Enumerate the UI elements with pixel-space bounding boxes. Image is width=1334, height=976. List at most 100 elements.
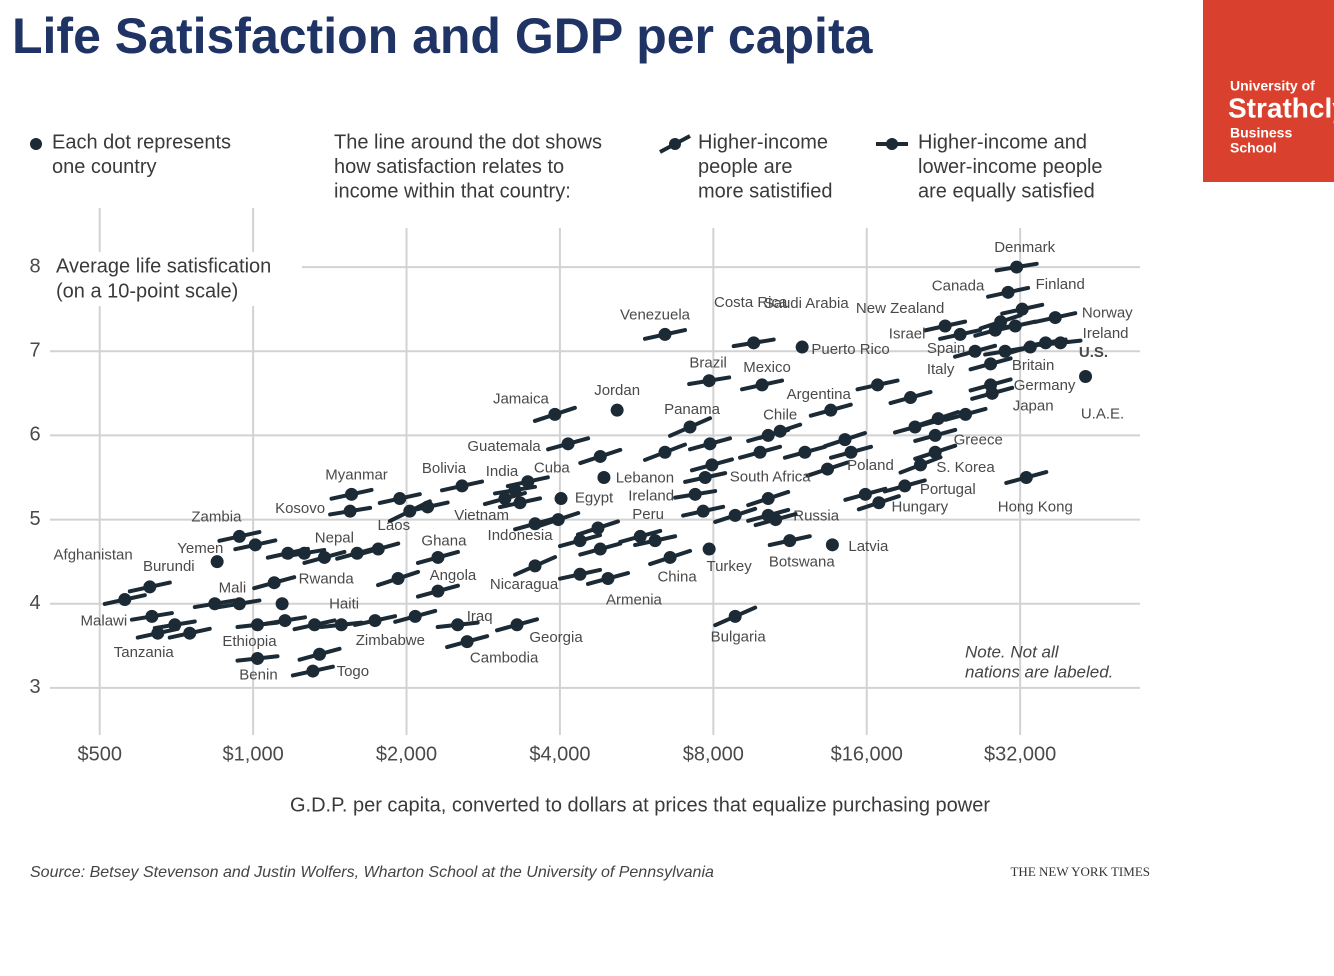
country-label: S. Korea: [936, 459, 995, 476]
logo-text: School: [1230, 140, 1277, 156]
country-dot: [968, 344, 982, 358]
country-dot: [1023, 340, 1037, 354]
country-label: Jordan: [594, 382, 640, 399]
x-tick-label: $16,000: [831, 743, 903, 765]
country-dot: [998, 344, 1012, 358]
country-dot: [783, 534, 797, 548]
country-dot: [278, 614, 292, 628]
country-label: U.S.: [1079, 344, 1108, 361]
country-dot: [232, 529, 246, 543]
country-dot: [168, 618, 182, 632]
country-dot: [914, 458, 928, 472]
country-label: Greece: [954, 431, 1003, 448]
country-dot: [705, 458, 719, 472]
legend-text: more satistified: [698, 180, 833, 202]
country-label: Rwanda: [299, 571, 355, 588]
country-label: South Africa: [730, 469, 812, 486]
country-dot: [455, 479, 469, 493]
country-dot: [551, 513, 565, 527]
x-tick-label: $4,000: [529, 743, 590, 765]
country-label: Malawi: [81, 612, 128, 629]
country-dot: [431, 550, 445, 564]
country-label: Lebanon: [616, 469, 674, 486]
country-dot: [573, 567, 587, 581]
country-dot: [702, 542, 716, 556]
country-dot: [1008, 319, 1022, 333]
legend-backdrop: [28, 128, 1158, 208]
legend-text: Higher-income: [698, 131, 828, 153]
country-dot: [702, 374, 716, 388]
country-label: Costa Rica: [714, 294, 788, 311]
country-dot: [593, 449, 607, 463]
note: Note. Not all: [965, 642, 1060, 661]
legend-text: one country: [52, 156, 157, 178]
country-dot: [421, 500, 435, 514]
country-label: China: [657, 568, 697, 585]
country-label: Vietnam: [454, 507, 509, 524]
country-label: Iraq: [467, 608, 493, 625]
country-dot: [143, 580, 157, 594]
country-dot: [838, 433, 852, 447]
country-dot: [959, 407, 973, 421]
logo-text: Strathclyde: [1228, 92, 1334, 123]
country-dot: [573, 534, 587, 548]
y-tick-label: 7: [29, 340, 40, 362]
country-dot: [610, 403, 624, 417]
country-label: Argentina: [787, 386, 852, 403]
country-dot: [275, 597, 289, 611]
country-dot: [683, 420, 697, 434]
slide-title: Life Satisfaction and GDP per capita: [12, 8, 874, 64]
country-label: Poland: [847, 457, 894, 474]
country-label: Indonesia: [488, 527, 554, 544]
country-dot: [858, 487, 872, 501]
country-label: Mexico: [743, 359, 791, 376]
country-label: Botswana: [769, 554, 836, 571]
country-dot: [769, 513, 783, 527]
legend-text: how satisfaction relates to: [334, 156, 564, 178]
country-dot: [658, 327, 672, 341]
x-tick-label: $1,000: [223, 743, 284, 765]
country-dot: [368, 614, 382, 628]
country-label: Tanzania: [114, 644, 175, 661]
country-label: Denmark: [994, 239, 1055, 256]
country-label: Peru: [632, 506, 664, 523]
label-backdrop: [50, 252, 302, 306]
country-dot: [798, 445, 812, 459]
country-label: Ghana: [421, 532, 467, 549]
country-label: Finland: [1036, 276, 1085, 293]
logo-box: [1203, 0, 1334, 182]
legend-text: Each dot represents: [52, 131, 231, 153]
country-label: Canada: [932, 277, 985, 294]
country-dot: [145, 609, 159, 623]
country-dot: [306, 664, 320, 678]
logo-text: Business: [1230, 125, 1292, 141]
country-label: Yemen: [177, 540, 223, 557]
country-label: Georgia: [529, 629, 583, 646]
country-dot: [825, 538, 839, 552]
country-label: Italy: [927, 361, 955, 378]
x-tick-label: $500: [77, 743, 122, 765]
country-dot: [871, 378, 885, 392]
country-dot: [528, 559, 542, 573]
logo: University of Strathclyde Business Schoo…: [1203, 0, 1334, 182]
country-label: Puerto Rico: [811, 341, 889, 358]
legend: [30, 134, 908, 154]
country-dot: [908, 420, 922, 434]
legend-text: income within that country:: [334, 180, 571, 202]
plot: Denmark Canada Finland Norway Ireland U.S. U.A…: [54, 239, 1134, 683]
country-dot: [498, 492, 512, 506]
country-dot: [755, 378, 769, 392]
legend-dot: [669, 138, 681, 150]
country-dot: [633, 529, 647, 543]
country-label: Russia: [793, 507, 840, 524]
country-label: Latvia: [848, 538, 889, 555]
country-dot: [938, 319, 952, 333]
country-label: Myanmar: [325, 466, 388, 483]
country-dot: [728, 609, 742, 623]
country-label: Ethiopia: [222, 633, 277, 650]
country-label: Bulgaria: [711, 628, 767, 645]
y-tick-label: 3: [29, 676, 40, 698]
country-dot: [872, 496, 886, 510]
legend-text: Each dot represents one country The line a…: [52, 131, 1103, 202]
country-label: Zimbabwe: [356, 632, 425, 649]
